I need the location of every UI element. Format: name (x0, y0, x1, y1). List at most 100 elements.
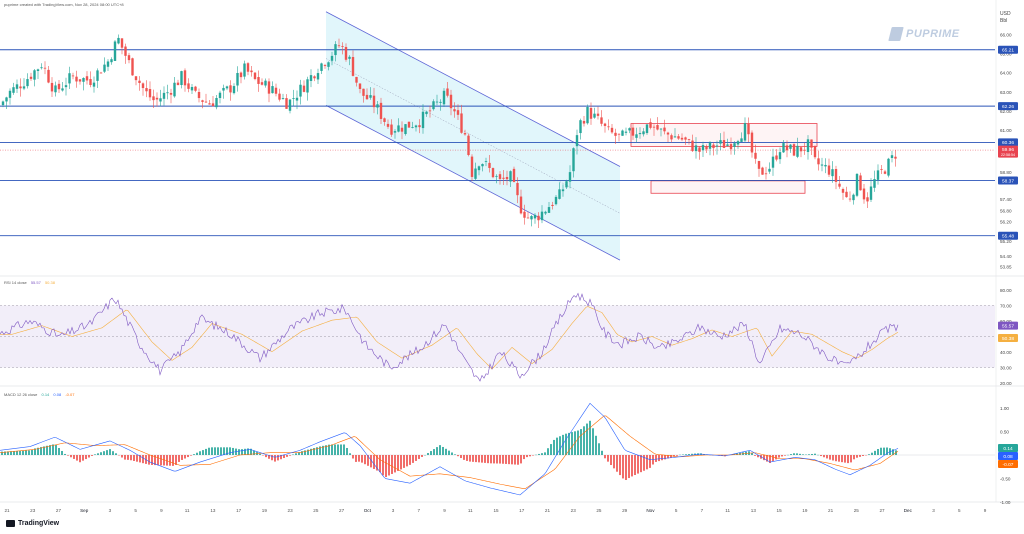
candle-body (582, 120, 586, 124)
candle-body (110, 59, 113, 63)
candles-group (1, 34, 897, 228)
time-axis-day: 21 (4, 508, 10, 513)
macd-histogram-bar (883, 447, 885, 455)
macd-histogram-bar (505, 455, 507, 464)
candle-body (827, 165, 831, 175)
time-axis-day: 15 (777, 508, 783, 513)
candle-body (96, 70, 99, 81)
time-axis-day: 25 (854, 508, 860, 513)
macd-histogram-bar (283, 455, 285, 459)
macd-histogram-bar (580, 429, 582, 455)
candle-body (617, 133, 621, 135)
macd-histogram-bar (877, 448, 879, 455)
candle-body (719, 140, 722, 144)
candle-body (323, 65, 327, 67)
macd-histogram-bar (475, 455, 477, 463)
candle-body (372, 95, 376, 108)
candle-body (806, 139, 810, 152)
macd-legend[interactable]: MACD 12 26 close 0.14 0.08 -0.07 (4, 392, 77, 397)
candle-body (803, 149, 806, 151)
candle-body (603, 123, 607, 126)
rsi-ma-badge-text: 50.38 (1002, 336, 1014, 342)
candle-body (138, 80, 141, 83)
macd-histogram-bar (862, 455, 864, 456)
candle-body (589, 107, 593, 119)
macd-histogram-bar (388, 455, 390, 476)
candle-body (411, 127, 414, 128)
candle-body (670, 135, 673, 140)
candle-body (225, 86, 229, 89)
macd-histogram-bar (604, 455, 606, 459)
macd-histogram-bar (121, 455, 123, 458)
candle-body (169, 92, 173, 95)
candle-body (33, 70, 36, 80)
candle-body (26, 79, 29, 87)
rsi-legend[interactable]: RSI 14 close 55.57 50.38 (4, 280, 58, 285)
level-badge-58.37 (998, 176, 1018, 185)
candle-body (649, 122, 652, 128)
candle-body (141, 83, 145, 89)
rsi-legend-value: 55.57 (30, 280, 41, 285)
macd-histogram-bar (781, 455, 783, 457)
candle-body (792, 144, 796, 156)
candle-body (568, 172, 572, 182)
channel-upper-line (325, 11, 621, 167)
macd-histogram-bar (592, 428, 594, 455)
candle-body (271, 86, 274, 94)
macd-histogram-bar (412, 455, 414, 463)
macd-histogram-bar (352, 455, 354, 459)
candle-body (418, 125, 421, 128)
macd-histogram-bar (529, 455, 531, 457)
macd-histogram-bar (115, 453, 117, 455)
macd-histogram-bar (469, 455, 471, 462)
chart-source-caption: puprime created with TradingView.com, No… (4, 2, 124, 7)
macd-histogram-bar (292, 454, 294, 455)
macd-histogram-bar (244, 448, 246, 455)
macd-histogram-bar (13, 451, 15, 455)
candle-body (638, 133, 642, 135)
candle-body (299, 84, 302, 97)
macd-histogram-bar (820, 455, 822, 457)
price-axis-tick: 58.80 (1000, 170, 1012, 175)
candle-body (687, 139, 691, 140)
macd-histogram-bar (61, 450, 63, 455)
candle-body (621, 130, 624, 136)
macd-histogram-bar (274, 455, 276, 462)
candle-body (813, 146, 817, 158)
candle-body (309, 75, 313, 81)
macd-histogram-bar (754, 455, 756, 456)
time-axis-day: 27 (56, 508, 62, 513)
candle-body (593, 113, 596, 118)
candle-body (701, 145, 705, 151)
macd-histogram-bar (148, 455, 150, 465)
macd-histogram-bar (511, 455, 513, 465)
candle-body (425, 111, 428, 115)
candle-body (446, 88, 449, 96)
candle-body (344, 46, 348, 60)
candle-body (663, 127, 666, 132)
macd-histogram-bar (232, 447, 234, 455)
macd-histogram-bar (670, 455, 672, 458)
macd-histogram-bar (799, 453, 801, 455)
macd-histogram-bar (22, 450, 24, 455)
candle-body (103, 64, 106, 72)
macd-histogram-bar (832, 455, 834, 461)
candle-body (43, 67, 47, 69)
time-axis-day: 15 (493, 508, 499, 513)
macd-histogram-bar (43, 446, 45, 455)
macd-histogram-bar (310, 448, 312, 455)
candle-body (148, 89, 152, 98)
candle-body (558, 189, 561, 199)
candle-body (512, 168, 516, 182)
macd-histogram-bar (97, 453, 99, 455)
tradingview-footer[interactable]: TradingView (6, 520, 59, 527)
price-axis-tick: 56.20 (1000, 220, 1012, 225)
candle-body (348, 56, 351, 59)
candle-body (722, 140, 726, 148)
candle-body (250, 70, 253, 73)
candle-body (596, 113, 600, 116)
candle-body (421, 111, 425, 129)
candle-body (481, 164, 484, 167)
macd-histogram-bar (103, 451, 105, 455)
